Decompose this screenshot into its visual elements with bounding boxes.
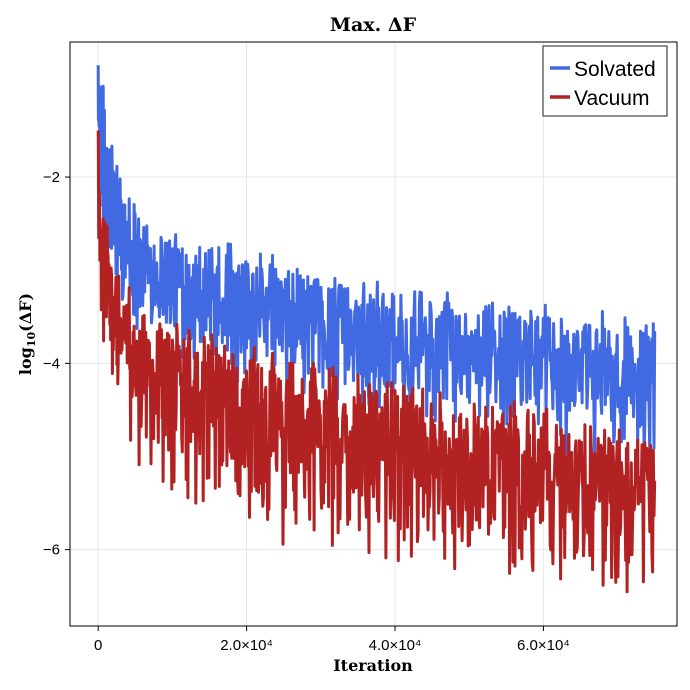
y-tick-label: −6	[43, 542, 60, 559]
legend: Solvated Vacuum	[542, 45, 668, 117]
series-layer	[96, 65, 657, 594]
legend-label-solvated: Solvated	[574, 58, 656, 81]
x-tick-label: 6.0×10⁴	[517, 637, 570, 654]
y-axis-label-subscript: 10	[25, 331, 38, 347]
y-axis-label-base: log	[16, 347, 35, 375]
series-line-vacuum	[96, 130, 657, 594]
legend-label-vacuum: Vacuum	[574, 87, 649, 110]
plot-frame	[69, 41, 678, 627]
x-axis-label: Iteration	[333, 656, 413, 675]
chart-title: Max. ΔF	[330, 14, 417, 36]
x-tick-label: 2.0×10⁴	[220, 637, 273, 654]
y-tick-label: −4	[43, 355, 60, 372]
y-axis-label: log10(ΔF)	[16, 293, 38, 375]
y-tick-label: −2	[43, 169, 60, 186]
y-axis-label-rest: (ΔF)	[16, 293, 35, 332]
x-tick-label: 0	[94, 637, 102, 654]
axis-ticks: 0 2.0×10⁴ 4.0×10⁴ 6.0×10⁴ −2 −4 −6	[43, 169, 570, 654]
series-line-solvated	[96, 65, 657, 458]
legend-box	[542, 45, 668, 117]
x-tick-label: 4.0×10⁴	[369, 637, 422, 654]
